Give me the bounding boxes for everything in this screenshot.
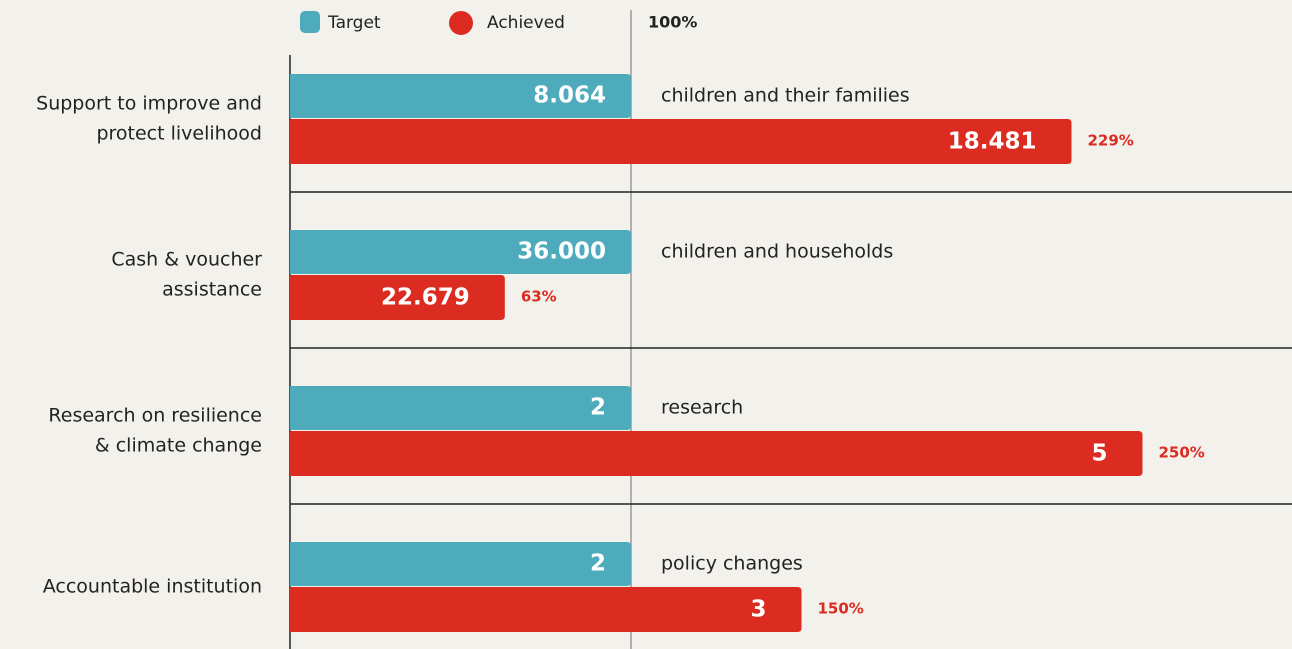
achieved-bar [290, 275, 505, 320]
category-label: Support to improve and [36, 93, 262, 115]
category-label: protect livelihood [96, 123, 262, 145]
percent-label: 63% [521, 288, 557, 306]
value-label: 36.000 [517, 239, 606, 265]
legend-label: Achieved [487, 13, 565, 33]
value-label: 3 [750, 597, 766, 623]
legend-swatch [300, 11, 320, 33]
unit-label: children and their families [661, 85, 910, 107]
legend-label: Target [327, 13, 381, 33]
percent-label: 150% [818, 600, 864, 618]
unit-label: research [661, 397, 743, 419]
achieved-bar [290, 587, 802, 632]
target-bar [290, 230, 631, 274]
unit-label: children and households [661, 241, 893, 263]
percent-label: 229% [1088, 132, 1134, 150]
unit-label: policy changes [661, 553, 803, 575]
category-label: Cash & voucher [111, 249, 262, 271]
category-label: & climate change [95, 435, 262, 457]
value-label: 2 [590, 551, 606, 577]
value-label: 8.064 [533, 83, 606, 109]
reference-label: 100% [648, 13, 697, 32]
target-bar [290, 74, 631, 118]
target-bar [290, 386, 631, 430]
value-label: 5 [1091, 441, 1107, 467]
category-label: Accountable institution [43, 576, 262, 598]
target-bar [290, 542, 631, 586]
achieved-bar [290, 119, 1072, 164]
value-label: 22.679 [381, 285, 470, 311]
percent-label: 250% [1159, 444, 1205, 462]
achieved-bar [290, 431, 1143, 476]
category-label: Research on resilience [48, 405, 262, 427]
value-label: 18.481 [948, 129, 1037, 155]
value-label: 2 [590, 395, 606, 421]
legend-swatch [449, 11, 473, 35]
category-label: assistance [162, 279, 262, 301]
